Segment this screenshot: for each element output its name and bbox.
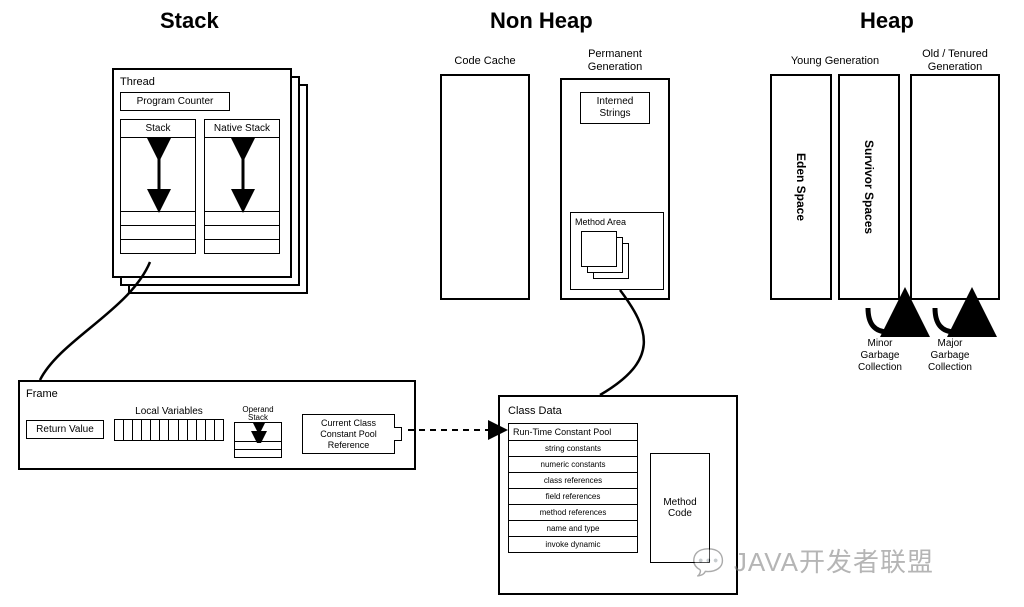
method-area-box: Method Area (570, 212, 664, 290)
runtime-pool: Run-Time Constant Pool string constantsn… (508, 423, 638, 563)
native-stack-column: Native Stack (204, 119, 280, 254)
minor-gc-label: Minor Garbage Collection (850, 338, 910, 374)
ref-tab (394, 427, 402, 441)
operand-slot2 (234, 450, 282, 458)
native-frame-slot2 (204, 226, 280, 240)
runtime-pool-header: Run-Time Constant Pool (508, 423, 638, 441)
frame-title: Frame (26, 388, 408, 400)
stack-arrow-box (120, 137, 196, 212)
eden-box: Eden Space (770, 74, 832, 300)
pool-item: invoke dynamic (508, 537, 638, 553)
perm-gen-label: Permanent Generation (560, 48, 670, 74)
native-stack-label: Native Stack (204, 119, 280, 137)
operand-stack-label: Operand Stack (234, 406, 282, 422)
current-class-ref: Current Class Constant Pool Reference (302, 414, 402, 454)
interned-strings-box: Interned Strings (580, 92, 650, 124)
survivor-box: Survivor Spaces (838, 74, 900, 300)
thread-label: Thread (120, 76, 284, 88)
young-gen-label: Young Generation (770, 55, 900, 67)
survivor-label: Survivor Spaces (862, 140, 876, 234)
operand-stack: Operand Stack (234, 406, 282, 458)
eden-label: Eden Space (794, 153, 808, 221)
nonheap-title: Non Heap (490, 8, 593, 34)
method-area-label: Method Area (575, 217, 659, 227)
pool-item: field references (508, 489, 638, 505)
pool-item: name and type (508, 521, 638, 537)
pool-item: string constants (508, 441, 638, 457)
pool-item: method references (508, 505, 638, 521)
class-data-title: Class Data (508, 405, 728, 417)
old-gen-label: Old / Tenured Generation (910, 48, 1000, 74)
stack-title: Stack (160, 8, 219, 34)
current-class-label: Current Class Constant Pool Reference (302, 414, 395, 454)
pool-items: string constantsnumeric constantsclass r… (508, 441, 638, 553)
pool-item: class references (508, 473, 638, 489)
major-gc-label: Major Garbage Collection (920, 338, 980, 374)
frame-box: Frame Return Value Local Variables Opera… (18, 380, 416, 470)
code-cache-label: Code Cache (440, 55, 530, 67)
stack-frame-slot3 (120, 240, 196, 254)
stack-column: Stack (120, 119, 196, 254)
thread-box: Thread Program Counter Stack Native Stac… (112, 68, 292, 278)
native-stack-arrow-box (204, 137, 280, 212)
old-gen-box (910, 74, 1000, 300)
heap-title: Heap (860, 8, 914, 34)
code-cache-box (440, 74, 530, 300)
local-variables-label: Local Variables (114, 406, 224, 417)
program-counter-box: Program Counter (120, 92, 230, 111)
local-variables-slots (114, 419, 224, 441)
stack-frame-slot1 (120, 212, 196, 226)
return-value-box: Return Value (26, 420, 104, 439)
watermark: 💬 JAVA开发者联盟 (692, 542, 934, 579)
perm-gen-box: Interned Strings Method Area (560, 78, 670, 300)
stack-frame-slot2 (120, 226, 196, 240)
native-frame-slot3 (204, 240, 280, 254)
operand-slot1 (234, 442, 282, 450)
method-sheet1 (581, 231, 617, 267)
operand-stack-arrow (234, 422, 282, 442)
local-variables: Local Variables (114, 406, 224, 441)
method-code-label: Method Code (663, 497, 696, 519)
pool-item: numeric constants (508, 457, 638, 473)
native-frame-slot1 (204, 212, 280, 226)
stack-label: Stack (120, 119, 196, 137)
